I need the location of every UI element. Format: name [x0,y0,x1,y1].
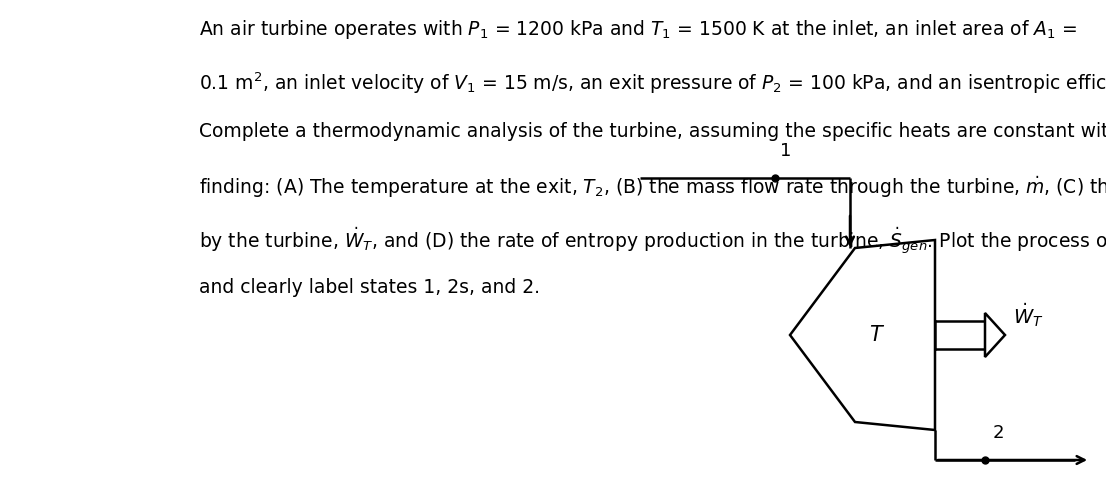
Text: by the turbine, $\dot{W}_T$, and (D) the rate of entropy production in the turbi: by the turbine, $\dot{W}_T$, and (D) the… [199,226,1106,257]
Text: and clearly label states 1, 2s, and 2.: and clearly label states 1, 2s, and 2. [199,278,540,297]
Text: Complete a thermodynamic analysis of the turbine, assuming the specific heats ar: Complete a thermodynamic analysis of the… [199,122,1106,141]
Text: 1: 1 [780,142,792,160]
Text: $\dot{W}_T$: $\dot{W}_T$ [1013,301,1044,329]
Text: T: T [868,325,881,345]
Text: finding: (A) The temperature at the exit, $T_2$, (B) the mass flow rate through : finding: (A) The temperature at the exit… [199,174,1106,199]
Text: 0.1 m$^2$, an inlet velocity of $V_1$ = 15 m/s, an exit pressure of $P_2$ = 100 : 0.1 m$^2$, an inlet velocity of $V_1$ = … [199,70,1106,96]
Text: An air turbine operates with $P_1$ = 1200 kPa and $T_1$ = 1500 K at the inlet, a: An air turbine operates with $P_1$ = 120… [199,18,1077,41]
Polygon shape [790,240,935,430]
Polygon shape [985,313,1005,357]
Text: 2: 2 [993,424,1004,442]
